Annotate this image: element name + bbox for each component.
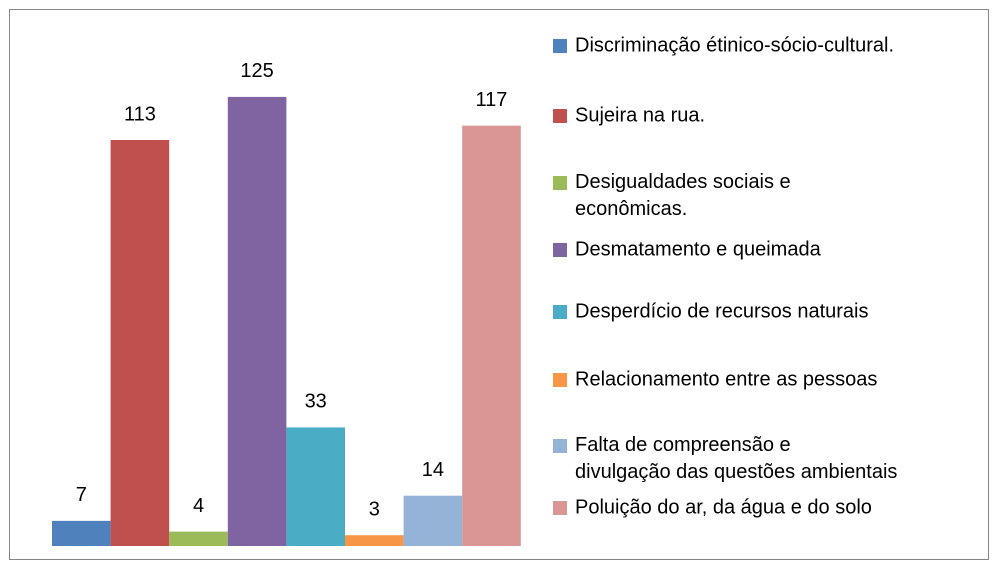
bar [286, 427, 345, 546]
data-label: 14 [422, 459, 444, 481]
data-label: 3 [369, 499, 380, 521]
data-label: 113 [124, 103, 156, 125]
legend-swatch [553, 305, 567, 319]
bar [345, 535, 404, 546]
legend-label: Desmatamento e queimada [575, 238, 822, 260]
bar [462, 125, 521, 546]
legend-label: Desigualdades sociais e econômicas. [575, 171, 796, 220]
legend-label: Discriminação étinico-sócio-cultural. [575, 34, 894, 56]
bar [403, 495, 463, 546]
bar [169, 531, 228, 546]
legend-label: Desperdício de recursos naturais [575, 300, 868, 322]
legend-swatch [553, 439, 567, 453]
data-label: 4 [193, 495, 204, 517]
legend-label: Poluição do ar, da água e do solo [575, 496, 872, 518]
legend-swatch [553, 501, 567, 515]
legend-swatch [553, 373, 567, 387]
bar [227, 96, 287, 547]
legend-label: Relacionamento entre as pessoas [575, 368, 877, 390]
data-label: 125 [240, 60, 273, 82]
legend-swatch [553, 176, 567, 190]
legend-swatch [553, 39, 567, 53]
bar [52, 520, 111, 546]
data-label: 7 [76, 484, 87, 506]
data-label: 117 [476, 89, 508, 111]
legend-swatch [553, 109, 567, 123]
bar [110, 140, 170, 546]
legend-label: Falta de compreensão e divulgação das qu… [575, 434, 897, 483]
data-label: 33 [305, 391, 327, 413]
legend-swatch [553, 243, 567, 257]
legend-label: Sujeira na rua. [575, 104, 705, 126]
